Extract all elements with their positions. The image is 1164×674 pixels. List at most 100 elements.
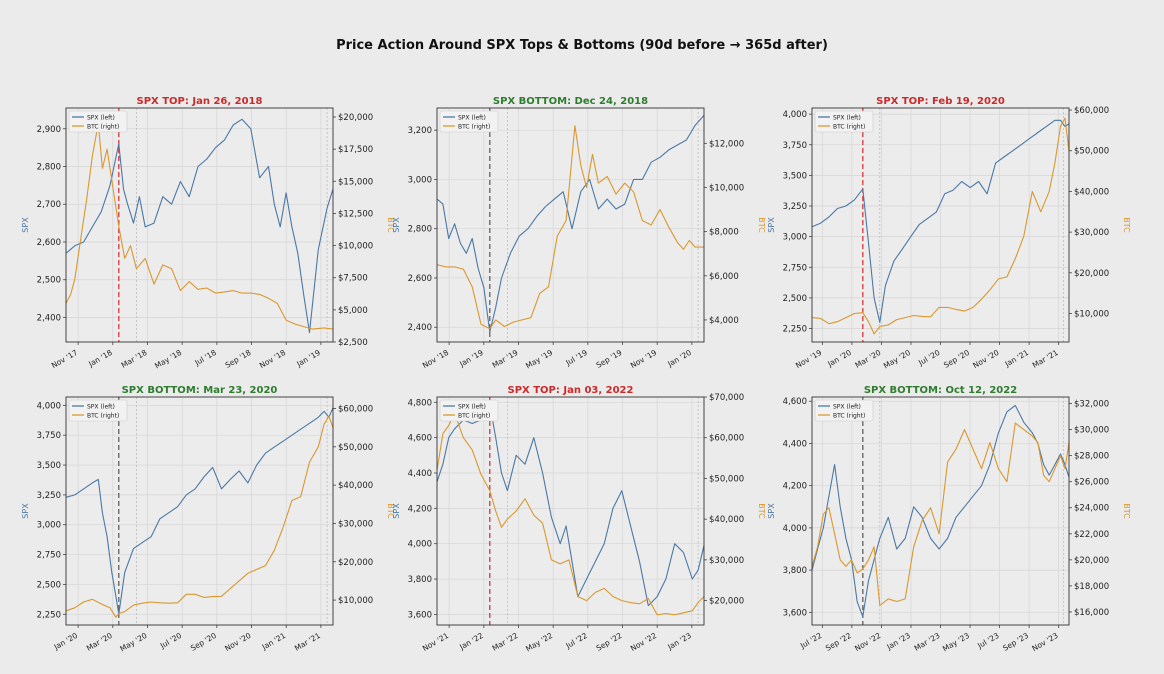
x-tick-label: Nov '23 bbox=[1030, 631, 1059, 653]
x-tick-label: Nov '17 bbox=[50, 348, 79, 370]
legend-box bbox=[814, 399, 874, 422]
x-tick-label: Sep '22 bbox=[824, 631, 853, 653]
y-right-tick-label: $6,000 bbox=[709, 272, 739, 282]
x-tick-label: Mar '22 bbox=[491, 631, 520, 653]
legend-label-btc: BTC (right) bbox=[458, 124, 490, 131]
y-right-axis-label: BTC bbox=[757, 503, 766, 519]
y-right-tick-label: $50,000 bbox=[709, 474, 744, 484]
y-left-tick-label: 2,900 bbox=[37, 125, 61, 135]
y-left-tick-label: 3,600 bbox=[408, 610, 432, 620]
legend: SPX (left) BTC (right) bbox=[814, 110, 874, 133]
x-tick-label: May '20 bbox=[118, 631, 148, 654]
y-left-tick-label: 2,400 bbox=[408, 323, 432, 333]
y-left-tick-label: 2,400 bbox=[37, 313, 61, 323]
panel-title: SPX TOP: Jan 26, 2018 bbox=[137, 96, 263, 107]
legend-box bbox=[439, 399, 499, 422]
y-right-tick-label: $24,000 bbox=[1074, 504, 1109, 514]
x-tick-label: Jan '20 bbox=[52, 631, 80, 652]
series-line-btc bbox=[436, 412, 705, 616]
chart-panel-5: Nov '21 Jan '22 Mar '22 May '22 Jul '22 Sep '… bbox=[392, 385, 766, 653]
x-tick-label: Mar '20 bbox=[85, 631, 114, 653]
y-right-tick-label: $10,000 bbox=[709, 183, 744, 193]
y-right-tick-label: $30,000 bbox=[338, 519, 373, 529]
panel-title: SPX BOTTOM: Dec 24, 2018 bbox=[493, 96, 648, 107]
y-right-tick-label: $12,500 bbox=[338, 209, 373, 219]
plot-area bbox=[66, 108, 333, 342]
y-right-tick-label: $40,000 bbox=[709, 515, 744, 525]
y-left-tick-label: 3,600 bbox=[783, 608, 807, 618]
x-tick-label: Sep '20 bbox=[942, 348, 971, 370]
y-left-tick-label: 2,500 bbox=[37, 580, 61, 590]
panel-title: SPX TOP: Jan 03, 2022 bbox=[508, 385, 634, 396]
legend-box bbox=[68, 399, 128, 422]
x-tick-label: Jul '22 bbox=[564, 631, 590, 651]
y-left-tick-label: 2,500 bbox=[37, 276, 61, 286]
plot-frame bbox=[436, 396, 705, 626]
x-tick-label: Mar '18 bbox=[120, 348, 149, 370]
x-tick-label: Nov '21 bbox=[421, 631, 450, 653]
y-left-tick-label: 2,500 bbox=[783, 294, 807, 304]
series-line-btc bbox=[436, 125, 704, 330]
y-left-axis-label: SPX bbox=[392, 217, 401, 233]
chart-panel-1: Nov '17 Jan '18 Mar '18 May '18 Jul '18 Sep '… bbox=[21, 96, 395, 370]
legend: SPX (left) BTC (right) bbox=[439, 110, 499, 133]
y-right-tick-label: $50,000 bbox=[1074, 147, 1109, 157]
series-line-spx bbox=[811, 119, 1070, 323]
x-tick-label: Nov '19 bbox=[794, 348, 823, 370]
y-left-tick-label: 4,200 bbox=[408, 504, 432, 514]
y-left-tick-label: 4,200 bbox=[783, 482, 807, 492]
x-tick-label: May '19 bbox=[524, 348, 554, 371]
x-tick-label: Mar '21 bbox=[293, 631, 322, 653]
y-right-tick-label: $40,000 bbox=[1074, 187, 1109, 197]
x-tick-label: Nov '22 bbox=[629, 631, 658, 653]
series-line-btc bbox=[811, 117, 1070, 335]
y-left-tick-label: 3,200 bbox=[408, 126, 432, 136]
y-right-tick-label: $2,500 bbox=[338, 338, 368, 348]
y-left-tick-label: 3,750 bbox=[37, 431, 61, 441]
x-tick-label: Jan '20 bbox=[665, 348, 693, 369]
y-right-tick-label: $5,000 bbox=[338, 306, 368, 316]
chart-panel-3: Nov '19 Jan '20 Mar '20 May '20 Jul '20 Sep '… bbox=[767, 96, 1131, 370]
series-line-spx bbox=[436, 115, 705, 333]
y-right-tick-label: $8,000 bbox=[709, 228, 739, 238]
y-left-tick-label: 2,250 bbox=[783, 325, 807, 335]
legend: SPX (left) BTC (right) bbox=[68, 399, 128, 422]
panel-title: SPX TOP: Feb 19, 2020 bbox=[876, 96, 1005, 107]
y-right-tick-label: $10,000 bbox=[338, 242, 373, 252]
panel-title: SPX BOTTOM: Oct 12, 2022 bbox=[864, 385, 1017, 396]
y-left-tick-label: 3,000 bbox=[408, 175, 432, 185]
x-tick-label: Jan '23 bbox=[665, 631, 693, 652]
legend-box bbox=[68, 110, 128, 133]
y-left-tick-label: 3,800 bbox=[408, 575, 432, 585]
x-tick-label: Mar '19 bbox=[491, 348, 520, 370]
x-tick-label: Jan '20 bbox=[825, 348, 853, 369]
legend-label-spx: SPX (left) bbox=[833, 115, 861, 122]
y-right-tick-label: $16,000 bbox=[1074, 608, 1109, 618]
x-tick-label: Nov '18 bbox=[421, 348, 450, 370]
y-right-tick-label: $20,000 bbox=[338, 113, 373, 123]
legend-box bbox=[439, 110, 499, 133]
y-left-tick-label: 4,400 bbox=[783, 439, 807, 449]
plot-frame bbox=[811, 396, 1070, 626]
y-left-tick-label: 4,600 bbox=[783, 397, 807, 407]
y-left-tick-label: 3,500 bbox=[783, 171, 807, 181]
y-right-tick-label: $30,000 bbox=[709, 556, 744, 566]
y-right-tick-label: $28,000 bbox=[1074, 452, 1109, 462]
panel-title: SPX BOTTOM: Mar 23, 2020 bbox=[122, 385, 278, 396]
y-left-tick-label: 3,250 bbox=[783, 202, 807, 212]
y-left-axis-label: SPX bbox=[767, 503, 776, 519]
y-right-tick-label: $17,500 bbox=[338, 145, 373, 155]
y-left-tick-label: 3,500 bbox=[37, 461, 61, 471]
y-left-tick-label: 3,000 bbox=[37, 521, 61, 531]
x-tick-label: Nov '22 bbox=[853, 631, 882, 653]
y-right-tick-label: $10,000 bbox=[1074, 310, 1109, 320]
y-right-tick-label: $15,000 bbox=[338, 177, 373, 187]
x-tick-label: Nov '19 bbox=[629, 348, 658, 370]
y-left-tick-label: 2,800 bbox=[408, 225, 432, 235]
x-tick-label: Jan '21 bbox=[260, 631, 288, 652]
x-tick-label: Jul '19 bbox=[564, 348, 590, 368]
legend-label-spx: SPX (left) bbox=[87, 404, 115, 411]
x-tick-label: Sep '23 bbox=[1001, 631, 1030, 653]
y-left-tick-label: 3,000 bbox=[783, 233, 807, 243]
y-right-tick-label: $10,000 bbox=[338, 596, 373, 606]
